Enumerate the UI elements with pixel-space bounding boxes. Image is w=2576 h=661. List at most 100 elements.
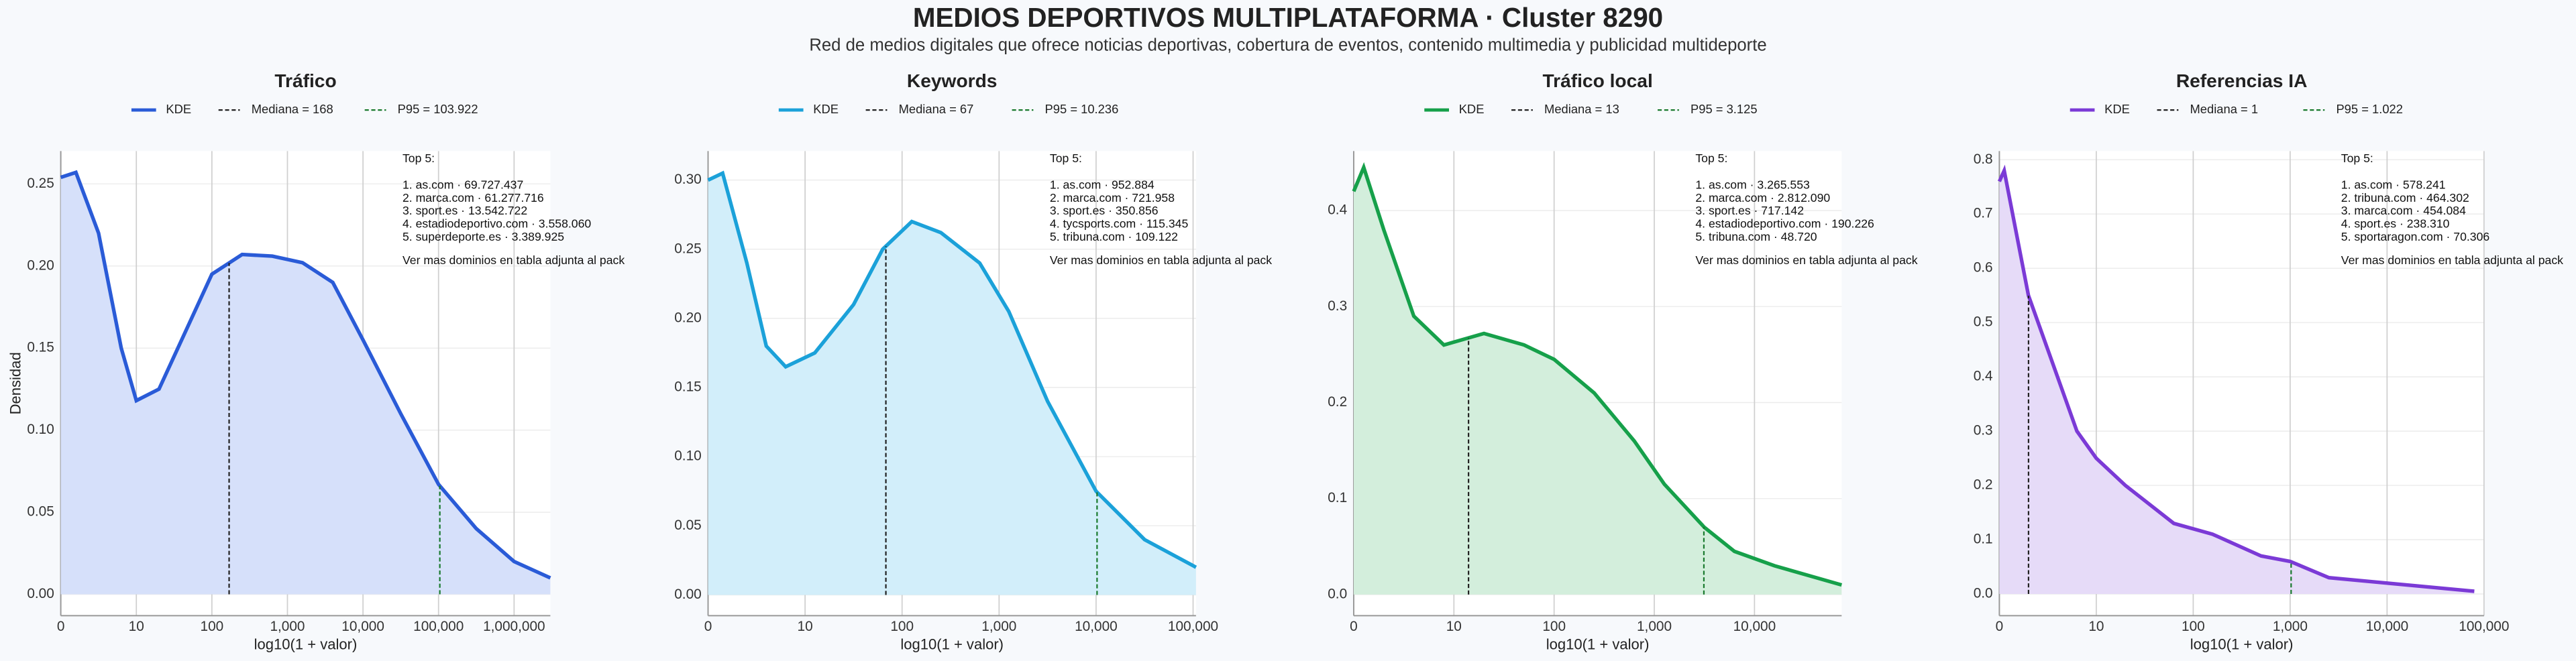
- kde-line: [1997, 164, 2475, 593]
- legend-label: Mediana = 168: [252, 102, 333, 116]
- annotation-item: 5. tribuna.com · 109.122: [1050, 230, 1178, 243]
- legend-label: P95 = 3.125: [1690, 102, 1758, 116]
- legend-label: KDE: [1459, 102, 1485, 116]
- subplot-title: Tráfico local: [1542, 70, 1652, 91]
- kde-area: [1353, 167, 1842, 595]
- legend-label: Mediana = 13: [1544, 102, 1619, 116]
- kde-line: [60, 170, 551, 580]
- annotation-item: 2. marca.com · 61.277.716: [402, 191, 544, 204]
- annotation-item: 3. marca.com · 454.084: [2341, 204, 2466, 217]
- x-tick-label: 0: [1350, 619, 1358, 634]
- annotation-item: 2. tribuna.com · 464.302: [2341, 191, 2469, 204]
- annotation-footer: Ver mas dominios en tabla adjunta al pac…: [2341, 253, 2563, 267]
- y-tick-label: 0.0: [1974, 586, 1993, 601]
- y-tick-label: 0.10: [674, 448, 701, 464]
- y-tick-label: 0.4: [1974, 369, 1993, 384]
- annotation-item: 1. as.com · 578.241: [2341, 178, 2446, 191]
- legend-label: KDE: [813, 102, 839, 116]
- annotation-item: 5. sportaragon.com · 70.306: [2341, 230, 2490, 243]
- annotation-item: 4. estadiodeportivo.com · 3.558.060: [402, 217, 591, 230]
- subplot-title: Keywords: [907, 70, 998, 91]
- annotation-heading: Top 5:: [402, 152, 435, 165]
- annotation-item: 4. tycsports.com · 115.345: [1050, 217, 1189, 230]
- annotation-item: 3. sport.es · 350.856: [1050, 204, 1159, 217]
- annotation-item: 2. marca.com · 2.812.090: [1695, 191, 1830, 204]
- y-tick-label: 0.2: [1974, 477, 1993, 493]
- y-tick-label: 0.3: [1974, 423, 1993, 438]
- x-tick-label: 0: [57, 619, 65, 634]
- annotation-item: 4. sport.es · 238.310: [2341, 217, 2450, 230]
- legend-label: P95 = 103.922: [398, 102, 478, 116]
- x-tick-label: 100,000: [1168, 619, 1218, 634]
- annotation-item: 1. as.com · 69.727.437: [402, 178, 523, 191]
- kde-area: [1999, 170, 2475, 595]
- annotation-footer: Ver mas dominios en tabla adjunta al pac…: [1695, 253, 1917, 267]
- x-tick-label: 10: [798, 619, 813, 634]
- annotation-item: 1. as.com · 952.884: [1050, 178, 1155, 191]
- y-tick-label: 0.3: [1328, 298, 1347, 314]
- x-tick-label: 10: [2088, 619, 2104, 634]
- x-tick-label: 10: [129, 619, 144, 634]
- x-tick-label: 100: [890, 619, 914, 634]
- annotation-item: 2. marca.com · 721.958: [1050, 191, 1175, 204]
- y-tick-label: 0.8: [1974, 152, 1993, 167]
- y-tick-label: 0.6: [1974, 260, 1993, 276]
- x-tick-label: 1,000: [1637, 619, 1672, 634]
- y-tick-label: 0.1: [1328, 490, 1347, 505]
- y-tick-label: 0.25: [674, 241, 701, 256]
- y-tick-label: 0.2: [1328, 394, 1347, 410]
- y-tick-label: 0.1: [1974, 532, 1993, 547]
- y-tick-label: 0.00: [674, 587, 701, 602]
- legend-label: P95 = 1.022: [2336, 102, 2403, 116]
- x-tick-label: 100: [2182, 619, 2205, 634]
- y-tick-label: 0.15: [27, 340, 54, 355]
- y-tick-label: 0.20: [27, 257, 54, 273]
- y-tick-label: 0.15: [674, 379, 701, 395]
- x-tick-label: 1,000: [981, 619, 1016, 634]
- kde-area: [708, 173, 1196, 595]
- x-tick-label: 1,000: [2273, 619, 2308, 634]
- legend-label: KDE: [2104, 102, 2130, 116]
- x-tick-label: 10,000: [1733, 619, 1776, 634]
- x-axis-label: log10(1 + valor): [900, 636, 1004, 652]
- legend-label: KDE: [166, 102, 191, 116]
- x-tick-label: 100: [201, 619, 224, 634]
- y-tick-label: 0.30: [674, 172, 701, 187]
- annotation-item: 5. superdeporte.es · 3.389.925: [402, 230, 564, 243]
- x-tick-label: 0: [1996, 619, 2004, 634]
- kde-line: [1352, 162, 1843, 587]
- annotation-heading: Top 5:: [1050, 152, 1082, 165]
- y-tick-label: 0.4: [1328, 202, 1347, 218]
- y-tick-label: 0.00: [27, 586, 54, 601]
- legend-label: Mediana = 67: [899, 102, 974, 116]
- x-axis-label: log10(1 + valor): [254, 636, 358, 652]
- annotation-item: 3. sport.es · 13.542.722: [402, 204, 527, 217]
- y-tick-label: 0.05: [674, 518, 701, 533]
- y-tick-label: 0.7: [1974, 206, 1993, 221]
- kde-line: [707, 170, 1197, 569]
- annotation-footer: Ver mas dominios en tabla adjunta al pac…: [402, 253, 625, 267]
- x-tick-label: 100,000: [413, 619, 464, 634]
- subplot-title: Tráfico: [274, 70, 336, 91]
- legend-label: Mediana = 1: [2190, 102, 2258, 116]
- annotation-item: 4. estadiodeportivo.com · 190.226: [1695, 217, 1874, 230]
- y-tick-label: 0.0: [1328, 586, 1347, 601]
- page-title: MEDIOS DEPORTIVOS MULTIPLATAFORMA · Clus…: [913, 2, 1663, 33]
- annotation-item: 3. sport.es · 717.142: [1695, 204, 1804, 217]
- kde-area: [60, 172, 551, 595]
- y-tick-label: 0.25: [27, 176, 54, 191]
- x-tick-label: 100,000: [2459, 619, 2509, 634]
- annotation-footer: Ver mas dominios en tabla adjunta al pac…: [1050, 253, 1272, 267]
- x-tick-label: 10,000: [341, 619, 384, 634]
- y-tick-label: 0.20: [674, 310, 701, 325]
- annotation-item: 5. tribuna.com · 48.720: [1695, 230, 1817, 243]
- subplot-title: Referencias IA: [2176, 70, 2308, 91]
- y-tick-label: 0.10: [27, 422, 54, 437]
- x-tick-label: 10,000: [2366, 619, 2409, 634]
- legend-label: P95 = 10.236: [1045, 102, 1119, 116]
- x-tick-label: 100: [1542, 619, 1566, 634]
- annotation-item: 1. as.com · 3.265.553: [1695, 178, 1810, 191]
- x-tick-label: 10,000: [1075, 619, 1118, 634]
